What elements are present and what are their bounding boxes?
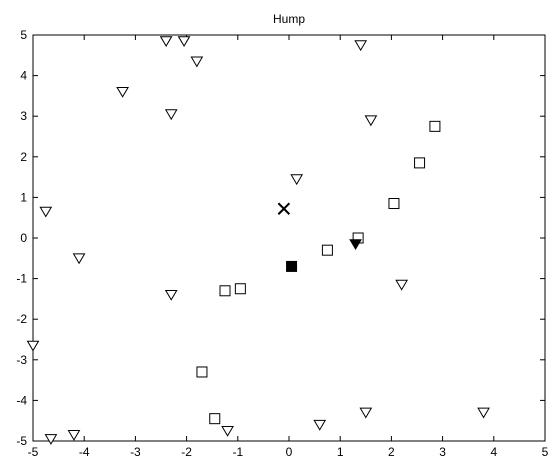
x-tick-label: 4 bbox=[490, 445, 497, 459]
x-tick-label: -3 bbox=[130, 445, 141, 459]
square-marker bbox=[209, 413, 221, 425]
x-tick-label: -4 bbox=[79, 445, 90, 459]
square-marker bbox=[196, 366, 208, 378]
x-marker bbox=[277, 202, 291, 215]
square-marker bbox=[321, 244, 333, 256]
y-tick-label: -4 bbox=[16, 393, 27, 407]
triangle-marker bbox=[72, 253, 86, 265]
y-tick-label: 5 bbox=[20, 28, 27, 42]
y-tick-label: 3 bbox=[20, 109, 27, 123]
x-marker-stroke bbox=[277, 202, 291, 215]
triangle-marker bbox=[477, 407, 490, 419]
x-tick-label: 2 bbox=[388, 445, 395, 459]
triangle-marker bbox=[39, 206, 53, 218]
square-marker bbox=[429, 120, 441, 132]
y-tick-label: -5 bbox=[16, 434, 27, 448]
triangle-marker bbox=[364, 115, 378, 127]
triangle-marker bbox=[221, 425, 234, 437]
x-tick-label: 0 bbox=[286, 445, 293, 459]
axes: -5 -4 -3 -2 -1 0 1 2 3 4 5 -5 -4 -3 -2 -1 0 1 2 3 4 5 bbox=[16, 28, 548, 459]
square-marker bbox=[414, 157, 426, 169]
filled-square-marker bbox=[286, 260, 298, 272]
y-tick-label: 0 bbox=[20, 231, 27, 245]
y-tick-label: 2 bbox=[20, 150, 27, 164]
x-tick-label: 3 bbox=[439, 445, 446, 459]
y-tick-label: -1 bbox=[16, 272, 27, 286]
plot-frame bbox=[32, 34, 546, 442]
y-tick-label: 1 bbox=[20, 190, 27, 204]
x-tick-label: 5 bbox=[542, 445, 549, 459]
x-tick-label: 1 bbox=[337, 445, 344, 459]
triangle-marker bbox=[395, 279, 409, 291]
chart-title: Hump bbox=[273, 12, 305, 26]
square-marker bbox=[388, 197, 400, 209]
x-tick-label: -2 bbox=[181, 445, 192, 459]
triangle-marker bbox=[159, 36, 173, 48]
triangle-marker bbox=[44, 434, 58, 445]
data-markers bbox=[26, 36, 490, 445]
triangle-marker bbox=[164, 109, 178, 121]
triangle-marker bbox=[359, 407, 373, 419]
triangle-marker bbox=[116, 86, 129, 98]
triangle-marker bbox=[290, 174, 304, 186]
y-tick-label: -3 bbox=[16, 353, 27, 367]
triangle-marker bbox=[177, 36, 191, 48]
filled-triangle-marker bbox=[349, 239, 362, 251]
triangle-marker bbox=[67, 430, 81, 441]
x-tick-label: -5 bbox=[28, 445, 39, 459]
y-tick-label: 4 bbox=[20, 69, 27, 83]
triangle-marker bbox=[190, 56, 204, 68]
triangle-marker bbox=[313, 419, 327, 431]
square-marker bbox=[219, 285, 231, 297]
x-tick-label: -1 bbox=[232, 445, 243, 459]
y-tick-label: -2 bbox=[16, 312, 27, 326]
triangle-marker bbox=[164, 289, 178, 301]
triangle-marker bbox=[26, 340, 40, 352]
square-marker bbox=[234, 283, 246, 295]
triangle-marker bbox=[354, 40, 368, 52]
